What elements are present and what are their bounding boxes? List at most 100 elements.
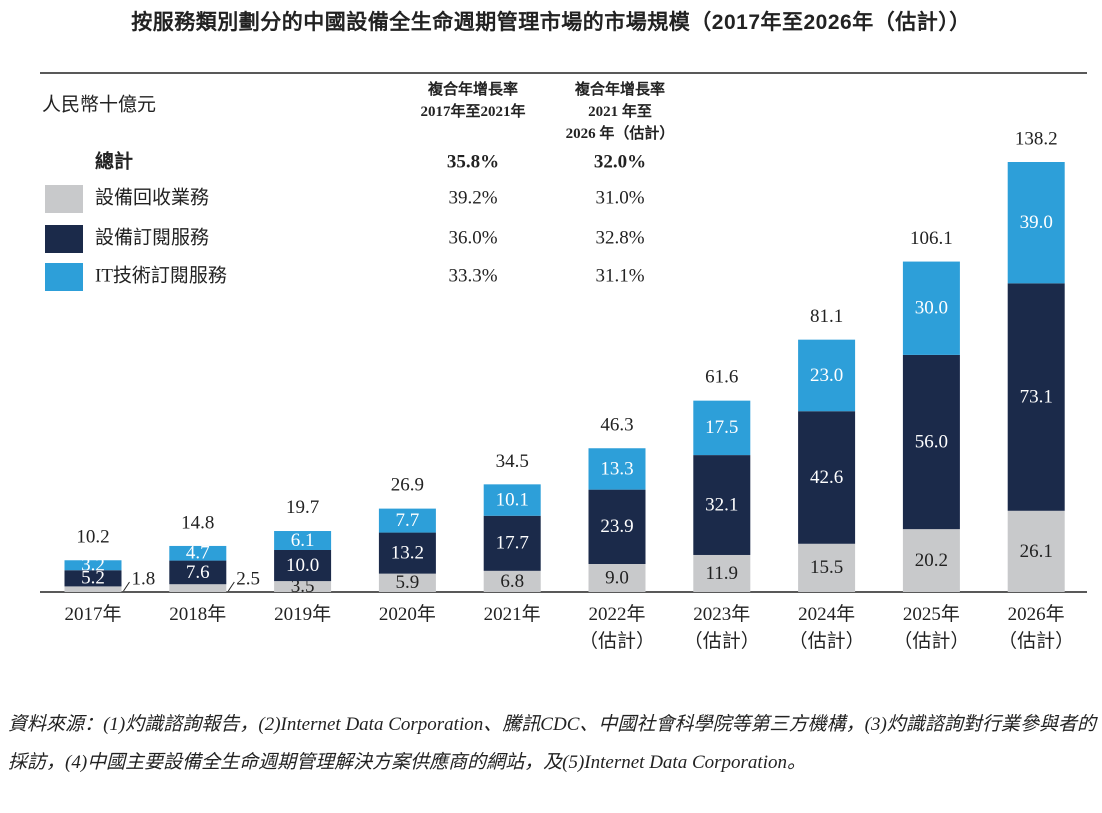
value-label: 7.7 [396,510,420,531]
value-label: 32.1 [705,494,738,515]
bar-segment [902,529,960,592]
value-label: 17.5 [705,417,738,438]
cagr-value: 39.2% [448,187,497,208]
value-label: 23.9 [600,516,633,537]
bar-segment [693,400,751,456]
value-label: 9.0 [605,567,629,588]
bar-segment [169,560,227,585]
value-label: 56.0 [915,431,948,452]
bar-segment [588,448,646,490]
value-label: 20.2 [915,550,948,571]
value-label: 5.9 [396,572,420,593]
bar-segment [588,563,646,592]
value-label: 2.5 [236,568,260,589]
x-tick-label: 2018年 [169,604,227,625]
bar-segment [798,411,856,544]
legend-label: 設備訂閱服務 [95,226,209,248]
cagr-value: 32.8% [595,227,644,248]
legend-label: 設備回收業務 [95,186,209,208]
legend-swatch [45,225,83,253]
value-label: 23.0 [810,365,843,386]
total-label: 61.6 [705,367,738,388]
cagr-total-value: 35.8% [447,151,499,172]
value-label: 6.1 [291,530,315,551]
bar-segment [378,508,436,533]
bar-segment [378,573,436,592]
cagr-header: 複合年增長率 2017年至2021年 [420,82,526,120]
value-label: 30.0 [915,298,948,319]
x-tick-label: 2026年 （估計） [998,604,1075,652]
cagr-value: 36.0% [448,227,497,248]
leader-line [227,581,235,592]
bar-segment [1007,510,1065,592]
bar-segment [378,532,436,574]
value-label: 3.5 [291,576,315,597]
bar-segment [902,354,960,530]
source-note: 資料來源：(1)灼識諮詢報告，(2)Internet Data Corporat… [8,714,1096,773]
bar-segment [274,549,332,582]
cagr-header: 複合年增長率 2021 年至 2026 年（估計） [565,82,675,142]
value-label: 10.1 [496,489,529,510]
bar-segment [798,543,856,592]
value-label: 4.7 [186,543,210,564]
bar-segment [693,554,751,592]
value-label: 42.6 [810,467,843,488]
cagr-total-label: 總計 [95,149,133,172]
bar-segment [588,489,646,564]
bar-segment [798,339,856,412]
total-label: 46.3 [600,414,633,435]
chart: 人民幣十億元 總計 35.8% 32.0% 設備回收業務 39.2% 31.0% 設備訂閱… [40,72,1087,597]
cagr-total-value: 32.0% [594,151,646,172]
bar-segment [64,570,122,587]
bar-segment [693,455,751,555]
cagr-value: 31.0% [595,187,644,208]
value-label: 6.8 [500,571,524,592]
bar-segment [483,484,541,516]
value-label: 13.2 [391,542,424,563]
x-tick-label: 2021年 [483,604,541,625]
total-label: 26.9 [391,475,424,496]
total-label: 81.1 [810,306,843,327]
x-tick-label: 2025年 （估計） [893,604,970,652]
bar-segment [169,545,227,561]
total-label: 138.2 [1015,128,1058,149]
legend-swatch [45,185,83,213]
value-label: 73.1 [1020,386,1053,407]
bar-segment [1007,162,1065,284]
value-label: 7.6 [186,562,210,583]
value-label: 5.2 [81,568,105,589]
value-label: 13.3 [600,458,633,479]
x-tick-label: 2017年 [64,604,122,625]
value-label: 10.0 [286,555,319,576]
value-label: 17.7 [496,533,529,554]
value-label: 11.9 [706,563,739,584]
total-label: 14.8 [181,512,214,533]
total-label: 19.7 [286,497,319,518]
value-label: 3.2 [81,555,105,576]
total-label: 106.1 [910,228,953,249]
value-label: 26.1 [1020,541,1053,562]
unit-label: 人民幣十億元 [42,93,156,115]
total-label: 10.2 [76,527,109,548]
legend-swatch [45,263,83,291]
cagr-value: 33.3% [448,265,497,286]
bar-segment [483,570,541,592]
x-tick-label: 2023年 （估計） [683,604,760,652]
total-label: 34.5 [496,451,529,472]
x-tick-label: 2024年 （估計） [788,604,865,652]
value-label: 39.0 [1020,212,1053,233]
cagr-value: 31.1% [595,265,644,286]
bar-segment [64,560,122,571]
x-tick-label: 2022年 （估計） [578,604,655,652]
bar-segment [64,586,122,592]
bar-segment [1007,283,1065,511]
bar-segment [274,581,332,592]
chart-title: 按服務類別劃分的中國設備全生命週期管理市場的市場規模（2017年至2026年（估… [131,11,971,34]
x-tick-label: 2020年 [378,604,436,625]
bar-segment [274,531,332,550]
leader-line [123,581,130,592]
bar-segment [169,584,227,592]
legend-label: IT技術訂閱服務 [95,264,227,286]
bar-segment [902,261,960,355]
